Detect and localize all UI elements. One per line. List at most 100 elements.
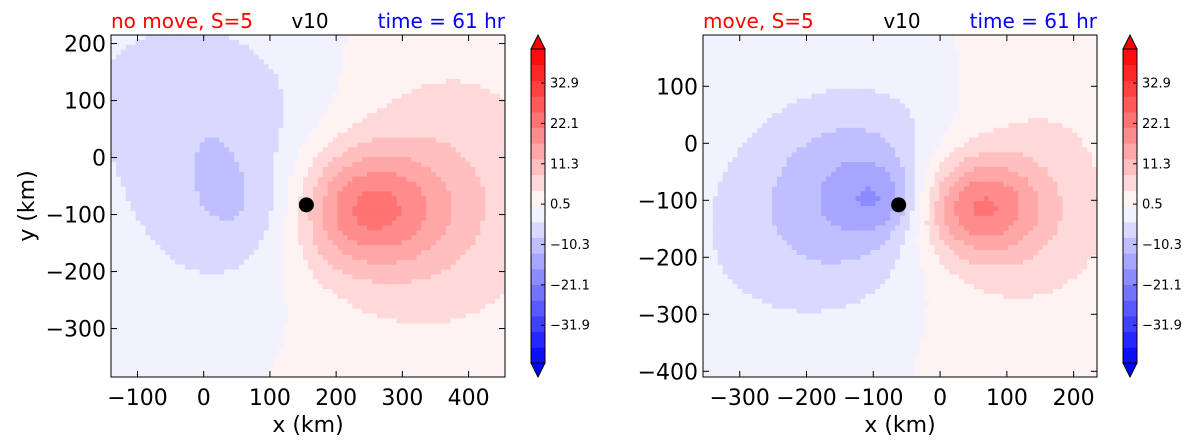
colorbar-segment: [1123, 49, 1137, 66]
y-tick-label: −100: [46, 204, 106, 229]
colorbar-frame: [1122, 48, 1138, 364]
colorbar-segment: [531, 174, 545, 191]
plot-frame-2: [702, 34, 1098, 378]
x-tick-label: 400: [448, 386, 490, 411]
y-tick-label: 100: [656, 75, 698, 100]
colorbar-segment: [1123, 64, 1137, 81]
y-tick-label: −200: [46, 261, 106, 286]
colorbar-segment: [1123, 158, 1137, 176]
y-tick-label: −400: [638, 360, 698, 385]
x-tick-label: 300: [381, 386, 423, 411]
title-left: no move, S=5: [111, 9, 253, 33]
colorbar-tick-label: 32.9: [550, 77, 579, 92]
colorbar-tick-label: −21.1: [550, 278, 590, 293]
colorbar-segment: [1123, 268, 1137, 285]
y-tick-label: 200: [64, 33, 106, 58]
colorbar-2: 32.9 22.1 11.3 0.5 −10.3 −21.1 −31.9: [1122, 33, 1182, 379]
x-tick-label: −300: [710, 386, 770, 411]
colorbar-segment: [1123, 190, 1137, 207]
x-tick-label: 200: [315, 386, 357, 411]
colorbar-segment: [531, 268, 545, 285]
storm-center-marker: [298, 197, 314, 213]
x-tick-label: 100: [249, 386, 291, 411]
colorbar-segment: [1123, 80, 1137, 97]
colorbar-segment: [531, 284, 545, 301]
y-tick-label: −300: [638, 303, 698, 328]
colorbar-segment: [531, 127, 545, 144]
y-tick-label: 0: [684, 132, 698, 157]
x-tick-label: 200: [1053, 386, 1095, 411]
colorbar-segment: [1123, 315, 1137, 333]
colorbar-segment: [1123, 284, 1137, 301]
colorbar-segment: [531, 347, 545, 364]
panel-2: −300 −200 −100 0 100 2001000−100−200−300−400x…: [638, 9, 1182, 438]
colorbar-segment: [531, 315, 545, 333]
title-center: v10: [883, 9, 920, 33]
colorbar-segment: [1123, 143, 1137, 160]
y-tick-label: −200: [638, 246, 698, 271]
colorbar-extend-top: [530, 33, 546, 50]
colorbar-segment: [531, 111, 545, 128]
colorbar-segment: [1123, 300, 1137, 317]
colorbar-tick-label: 11.3: [550, 157, 579, 172]
colorbar-segment: [1123, 96, 1137, 113]
colorbar-tick-label: −21.1: [1142, 278, 1182, 293]
colorbar-segment: [531, 221, 545, 238]
title-right: time = 61 hr: [970, 9, 1098, 33]
colorbar-tick-label: 0.5: [550, 198, 571, 213]
colorbar-segment: [1123, 206, 1137, 223]
colorbar-segment: [531, 253, 545, 270]
colorbar-tick-label: −10.3: [550, 238, 590, 253]
x-tick-label: −200: [776, 386, 836, 411]
title-center: v10: [291, 9, 328, 33]
x-tick-label: −100: [843, 386, 903, 411]
colorbar-segment: [1123, 221, 1137, 238]
y-tick-label: −300: [46, 318, 106, 343]
colorbar-extend-bottom: [1122, 362, 1138, 379]
colorbar-segment: [531, 64, 545, 81]
colorbar-segment: [531, 158, 545, 176]
colorbar-tick-label: 22.1: [550, 117, 579, 132]
x-axis-label: x (km): [272, 413, 343, 438]
colorbar-1: 32.9 22.1 11.3 0.5 −10.3 −21.1 −31.9: [530, 33, 590, 379]
colorbar-segment: [531, 331, 545, 348]
colorbar-segment: [531, 237, 545, 254]
colorbar-tick-label: −31.9: [1142, 319, 1182, 334]
title-right: time = 61 hr: [378, 9, 506, 33]
colorbar-segment: [531, 206, 545, 223]
colorbar-segment: [1123, 347, 1137, 364]
colorbar-tick-label: 32.9: [1142, 77, 1171, 92]
colorbar-segment: [1123, 111, 1137, 128]
y-tick-label: 0: [92, 147, 106, 172]
colorbar-segment: [531, 143, 545, 160]
colorbar-segment: [531, 80, 545, 97]
colorbar-segment: [531, 190, 545, 207]
y-tick-label: 100: [64, 90, 106, 115]
colorbar-segment: [1123, 331, 1137, 348]
colorbar-segment: [1123, 253, 1137, 270]
x-tick-label: 0: [197, 386, 211, 411]
colorbar-tick-label: −31.9: [550, 319, 590, 334]
field-1: [111, 35, 505, 377]
colorbar-segment: [531, 96, 545, 113]
colorbar-tick-label: 22.1: [1142, 117, 1171, 132]
x-tick-label: −100: [107, 386, 167, 411]
x-tick-label: 100: [986, 386, 1028, 411]
colorbar-segment: [531, 49, 545, 66]
colorbar-extend-bottom: [530, 362, 546, 379]
panel-1: −100 0 100 200 300 400 200 100 0 −100 −200 −300 x (k…: [15, 9, 590, 438]
colorbar-tick-label: 11.3: [1142, 157, 1171, 172]
colorbar-segment: [1123, 174, 1137, 191]
colorbar-segment: [1123, 127, 1137, 144]
colorbar-segment: [1123, 237, 1137, 254]
plot-frame-1: [110, 34, 506, 378]
title-left: move, S=5: [703, 9, 814, 33]
storm-center-marker: [891, 197, 907, 213]
colorbar-tick-label: 0.5: [1142, 198, 1163, 213]
colorbar-extend-top: [1122, 33, 1138, 50]
x-tick-label: 0: [933, 386, 947, 411]
colorbar-frame: [530, 48, 546, 364]
y-tick-label: −100: [638, 189, 698, 214]
field-2: [703, 35, 1097, 377]
